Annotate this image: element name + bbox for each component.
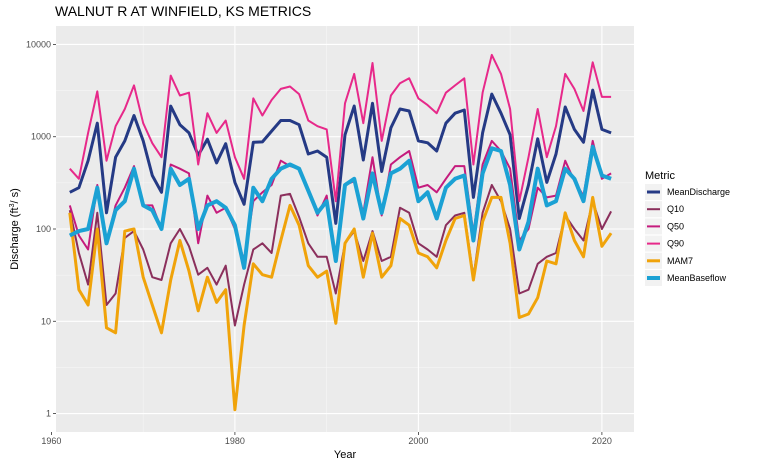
x-tick-label: 2020 — [592, 436, 612, 446]
x-axis: 1960 1980 2000 2020 — [41, 432, 612, 446]
legend-label-q50: Q50 — [667, 221, 684, 231]
legend-label-q90: Q90 — [667, 239, 684, 249]
y-tick-label: 1000 — [31, 132, 51, 142]
series-lines — [68, 53, 613, 412]
legend-label-meandischarge: MeanDischarge — [667, 187, 730, 197]
legend-label-meanbaseflow: MeanBaseflow — [667, 273, 727, 283]
y-axis-title: Discharge (ft3/ s) — [9, 188, 21, 270]
y-tick-label: 1 — [46, 409, 51, 419]
legend-label-mam7: MAM7 — [667, 256, 693, 266]
chart-title: WALNUT R AT WINFIELD, KS METRICS — [55, 3, 311, 19]
y-tick-label: 100 — [36, 224, 51, 234]
x-axis-title: Year — [334, 449, 357, 461]
y-tick-label: 10 — [41, 316, 51, 326]
series-line-q90 — [69, 53, 612, 203]
series-line-mam7 — [68, 195, 613, 412]
series-line-meanbaseflow — [68, 144, 612, 270]
legend-label-q10: Q10 — [667, 204, 684, 214]
legend: Metric MeanDischarge Q10 Q50 Q90 MAM7 MeanBas… — [645, 170, 730, 286]
y-tick-label: 10000 — [26, 39, 51, 49]
x-tick-label: 2000 — [408, 436, 428, 446]
y-axis-title-sup: 3 — [9, 203, 16, 207]
y-axis-title-tail: / s) — [9, 188, 21, 203]
x-tick-label: 1980 — [225, 436, 245, 446]
y-axis-title-main: Discharge (ft — [9, 207, 21, 269]
x-tick-label: 1960 — [41, 436, 61, 446]
y-axis: 1 10 100 1000 10000 — [26, 39, 56, 419]
legend-title: Metric — [645, 170, 675, 182]
series-line-meandischarge — [69, 88, 612, 225]
series-line-q10 — [68, 184, 612, 327]
